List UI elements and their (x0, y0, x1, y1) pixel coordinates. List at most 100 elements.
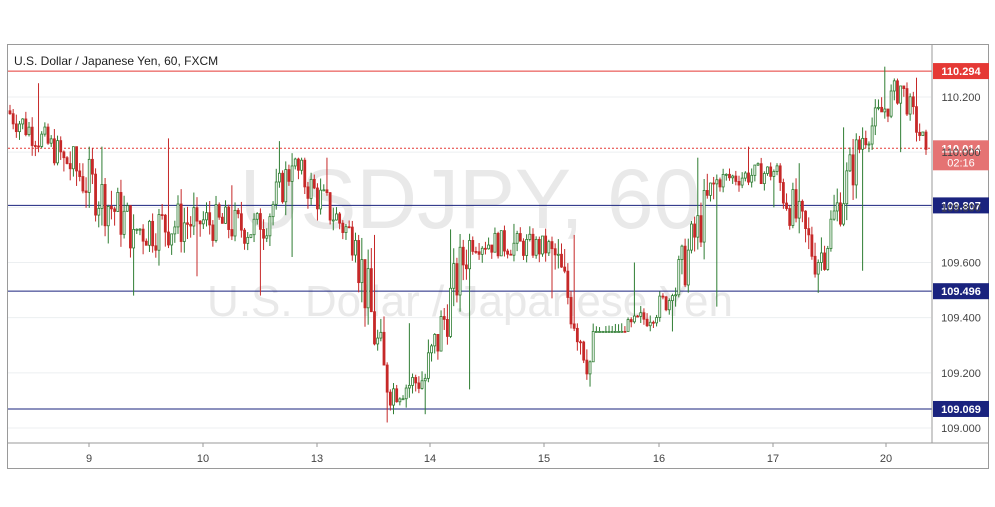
candle-up (762, 173, 766, 185)
candle-down (471, 240, 475, 252)
candle-down (167, 231, 170, 246)
resistance-price-label: 110.294 (941, 66, 981, 78)
resistance-price-tag (933, 63, 989, 80)
candle-up (423, 377, 427, 382)
candle-up (709, 182, 712, 196)
candle-up (398, 398, 402, 403)
candle-down (195, 207, 199, 222)
candle-down (810, 234, 814, 257)
levels-layer (8, 70, 932, 410)
candle-down (198, 220, 202, 225)
candle-up (620, 330, 624, 333)
candle-down (363, 259, 367, 309)
candle-down (325, 189, 329, 194)
candle-down (243, 229, 246, 244)
support-price-label: 109.496 (941, 286, 981, 298)
x-tick-label: 15 (538, 453, 550, 465)
candle-down (445, 319, 449, 337)
candle-down (506, 250, 510, 255)
candle-down (258, 213, 262, 230)
candle-up (271, 203, 275, 218)
candle-up (854, 139, 858, 186)
candle-down (217, 204, 221, 218)
candle-up (534, 238, 538, 256)
candle-up (100, 184, 104, 209)
candle-up (420, 380, 424, 389)
candle-up (525, 239, 529, 256)
support-price-tag (933, 400, 989, 417)
candle-up (772, 171, 776, 177)
candle-up (515, 233, 519, 244)
candle-up (331, 219, 335, 222)
candle-down (91, 158, 94, 175)
candle-down (718, 179, 722, 188)
candle-up (18, 123, 21, 133)
candle-up (344, 226, 348, 233)
candle-up (667, 300, 671, 311)
candle-up (122, 210, 126, 235)
candle-down (62, 151, 66, 159)
candle-down (24, 118, 28, 136)
candle-down (839, 202, 842, 225)
candle-down (281, 172, 284, 203)
candle-up (246, 236, 250, 244)
bar-countdown-label: 02:16 (947, 157, 975, 169)
candle-down (531, 233, 535, 256)
candle-up (322, 189, 326, 192)
candle-up (617, 331, 620, 333)
candle-down (522, 240, 525, 256)
candle-up (407, 384, 411, 389)
candle-down (328, 192, 332, 221)
candle-down (436, 333, 440, 352)
candle-up (27, 126, 31, 136)
candle-down (918, 131, 922, 136)
candle-down (75, 146, 78, 172)
candle-down (911, 96, 915, 108)
candle-up (284, 169, 288, 203)
candle-down (693, 223, 697, 238)
candle-down (804, 210, 807, 230)
candle-down (84, 190, 88, 193)
candle-down (769, 166, 773, 177)
candle-down (211, 224, 215, 241)
candle-up (877, 106, 880, 109)
candle-down (664, 296, 668, 311)
candle-down (303, 159, 307, 188)
candle-up (889, 90, 893, 117)
candle-down (645, 318, 649, 327)
support-price-tag (933, 283, 989, 300)
candle-up (449, 287, 452, 337)
candle-up (899, 85, 903, 104)
candle-up (116, 192, 120, 212)
candle-up (135, 228, 139, 231)
candle-down (455, 263, 459, 296)
candle-down (661, 295, 665, 298)
candle-up (480, 247, 484, 255)
candle-down (880, 106, 884, 113)
candle-down (357, 240, 361, 284)
candle-down (712, 182, 716, 185)
candle-down (563, 266, 567, 272)
candle-down (236, 209, 240, 215)
candle-up (493, 232, 497, 253)
y-tick-label: 109.400 (941, 313, 981, 325)
candle-up (468, 240, 471, 270)
candle-up (255, 213, 259, 220)
candle-down (461, 246, 465, 266)
candle-up (433, 333, 437, 347)
candle-down (103, 184, 107, 227)
y-tick-label: 109.600 (941, 258, 981, 270)
candle-up (335, 213, 338, 221)
candle-up (458, 246, 462, 296)
candle-up (176, 203, 180, 228)
candle-up (426, 352, 430, 379)
candle-up (404, 387, 408, 400)
candle-up (87, 158, 91, 193)
candle-down (297, 158, 300, 171)
candle-down (553, 248, 557, 256)
candle-up (848, 154, 852, 172)
candle-up (816, 262, 820, 275)
candle-up (740, 177, 744, 186)
candle-down (582, 341, 586, 361)
